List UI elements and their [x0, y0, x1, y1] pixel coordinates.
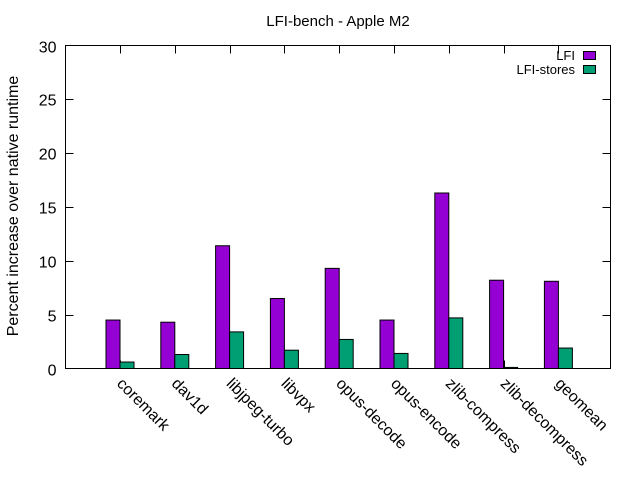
bar-lfi-libvpx [269, 298, 285, 369]
chart-title: LFI-bench - Apple M2 [266, 13, 409, 30]
bar-lfi-stores-opus-decode [338, 338, 354, 369]
bar-lfi-stores-zlib-compress [448, 317, 464, 369]
y-tick-label: 25 [39, 93, 57, 110]
bar-lfi-opus-encode [379, 319, 395, 369]
bar-lfi-zlib-compress [434, 192, 450, 369]
plot-frame [65, 45, 611, 369]
bar-lfi-geomean [543, 280, 559, 370]
bar-lfi-stores-coremark [119, 361, 135, 370]
legend-label: LFI [556, 48, 575, 63]
bar-lfi-stores-libjpeg-turbo [229, 331, 245, 370]
y-tick-label: 0 [48, 363, 57, 380]
bar-lfi-libjpeg-turbo [215, 245, 231, 369]
y-tick-label: 15 [39, 201, 57, 218]
legend-swatch-lfi-stores [583, 65, 596, 74]
bar-lfi-stores-dav1d [174, 354, 190, 369]
bar-lfi-stores-libvpx [283, 349, 299, 369]
bar-lfi-dav1d [160, 321, 176, 370]
x-tick-label: libvpx [278, 375, 319, 416]
y-axis-label: Percent increase over native runtime [5, 76, 22, 337]
bar-lfi-zlib-decompress [489, 279, 505, 370]
x-tick-label: coremark [113, 375, 173, 435]
bar-lfi-coremark [105, 319, 121, 369]
legend-swatch-lfi [583, 51, 596, 60]
x-tick-label: dav1d [168, 375, 211, 418]
legend-label: LFI-stores [516, 62, 575, 77]
y-tick-label: 30 [39, 40, 57, 57]
bar-lfi-stores-geomean [557, 347, 573, 370]
bar-lfi-stores-opus-encode [393, 352, 409, 369]
y-tick-label: 20 [39, 147, 57, 164]
y-tick-label: 10 [39, 255, 57, 272]
y-tick-label: 5 [48, 309, 57, 326]
bar-lfi-opus-decode [324, 267, 340, 369]
